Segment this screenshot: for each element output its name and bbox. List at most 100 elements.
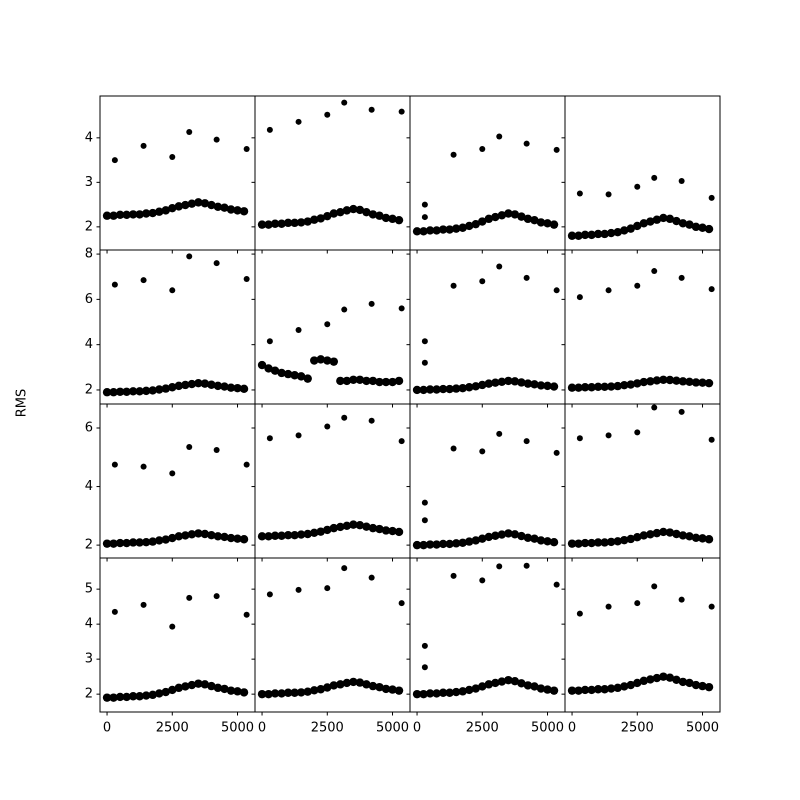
- point: [213, 446, 220, 453]
- point: [412, 227, 422, 236]
- point: [678, 677, 688, 687]
- point: [233, 534, 242, 543]
- point: [497, 530, 507, 539]
- point: [161, 206, 170, 215]
- point: [549, 220, 559, 229]
- point: [504, 209, 513, 218]
- point: [233, 687, 242, 696]
- plot-area: [567, 583, 715, 695]
- point: [593, 382, 603, 391]
- point: [115, 538, 125, 548]
- point: [708, 603, 715, 610]
- point: [510, 377, 520, 386]
- point: [646, 377, 655, 386]
- point: [303, 217, 312, 226]
- point: [479, 448, 486, 455]
- point: [257, 360, 267, 370]
- point: [523, 681, 533, 690]
- point: [168, 533, 177, 543]
- point: [303, 687, 312, 696]
- point: [239, 384, 249, 394]
- point: [691, 222, 701, 232]
- point: [530, 682, 539, 691]
- point: [186, 594, 193, 601]
- point: [135, 692, 144, 701]
- plot-area: [567, 268, 715, 392]
- point: [497, 211, 507, 220]
- point: [141, 691, 151, 700]
- point: [349, 375, 358, 384]
- subplot: 2 3 4: [85, 95, 256, 254]
- point: [523, 214, 533, 224]
- point: [432, 226, 441, 235]
- point: [605, 603, 612, 610]
- point: [479, 145, 486, 152]
- point: [646, 530, 655, 539]
- plot-area: [257, 99, 405, 229]
- point: [633, 379, 642, 388]
- point: [169, 153, 176, 160]
- point: [425, 226, 435, 235]
- point: [155, 385, 164, 394]
- point: [362, 376, 371, 386]
- point: [355, 521, 365, 530]
- point: [168, 685, 177, 695]
- point: [496, 563, 503, 570]
- point: [691, 378, 701, 387]
- point: [187, 680, 197, 690]
- point: [478, 380, 487, 390]
- axes-frame: [564, 557, 721, 713]
- point: [678, 178, 685, 185]
- point: [639, 676, 649, 686]
- point: [580, 383, 590, 392]
- point: [368, 376, 378, 386]
- point: [394, 376, 404, 386]
- point: [295, 586, 302, 593]
- y-tick-label: 4: [85, 479, 93, 494]
- point: [646, 217, 655, 226]
- point: [368, 574, 375, 581]
- point: [626, 680, 635, 690]
- point: [310, 686, 319, 695]
- point: [148, 208, 157, 218]
- point: [102, 539, 112, 548]
- point: [394, 527, 404, 537]
- point: [691, 533, 701, 542]
- point: [421, 642, 428, 649]
- point: [496, 263, 503, 270]
- point: [295, 432, 302, 439]
- point: [135, 538, 144, 547]
- point: [296, 530, 306, 539]
- point: [510, 210, 520, 219]
- point: [421, 359, 428, 366]
- point: [122, 210, 131, 220]
- point: [155, 536, 164, 545]
- point: [478, 217, 487, 226]
- point: [336, 207, 345, 217]
- point: [659, 213, 668, 223]
- point: [270, 531, 280, 540]
- point: [652, 528, 662, 538]
- point: [620, 226, 629, 235]
- point: [283, 369, 293, 379]
- point: [341, 99, 348, 106]
- point: [141, 537, 151, 547]
- point: [213, 136, 220, 143]
- x-tick-label: 0: [103, 721, 111, 736]
- y-tick-label: 8: [85, 247, 93, 262]
- point: [243, 611, 250, 618]
- point: [458, 687, 467, 696]
- point: [342, 521, 352, 530]
- point: [148, 537, 157, 546]
- point: [257, 532, 267, 541]
- point: [626, 224, 635, 233]
- point: [336, 522, 345, 532]
- point: [634, 282, 641, 289]
- point: [421, 338, 428, 345]
- point: [412, 689, 422, 699]
- point: [432, 385, 441, 394]
- point: [316, 355, 325, 364]
- point: [574, 231, 583, 240]
- point: [368, 417, 375, 424]
